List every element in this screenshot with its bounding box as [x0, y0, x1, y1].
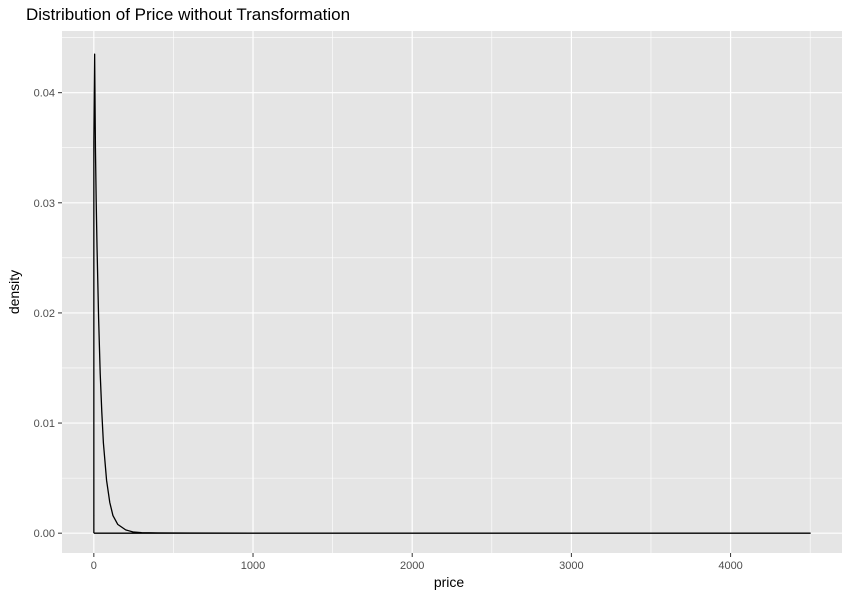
- chart-title: Distribution of Price without Transforma…: [26, 5, 350, 24]
- plot-panel: [62, 31, 842, 553]
- y-tick-label-4: 0.04: [34, 88, 55, 100]
- y-tick-label-0: 0.00: [34, 528, 55, 540]
- x-axis-title: price: [434, 574, 465, 590]
- x-tick-label-3: 3000: [559, 560, 583, 572]
- y-tick-label-2: 0.02: [34, 308, 55, 320]
- x-tick-label-1: 1000: [241, 560, 265, 572]
- y-axis-title: density: [6, 270, 22, 314]
- x-tick-label-2: 2000: [400, 560, 424, 572]
- minor-gridlines: [62, 31, 842, 553]
- x-tick-label-0: 0: [91, 560, 97, 572]
- y-tick-label-3: 0.03: [34, 198, 55, 210]
- density-series: [93, 53, 811, 534]
- y-axis: 0.00 0.01 0.02 0.03 0.04: [34, 88, 62, 540]
- x-axis: 0 1000 2000 3000 4000: [91, 553, 743, 572]
- x-tick-label-4: 4000: [718, 560, 742, 572]
- y-tick-label-1: 0.01: [34, 418, 55, 430]
- density-line-0: [93, 53, 811, 534]
